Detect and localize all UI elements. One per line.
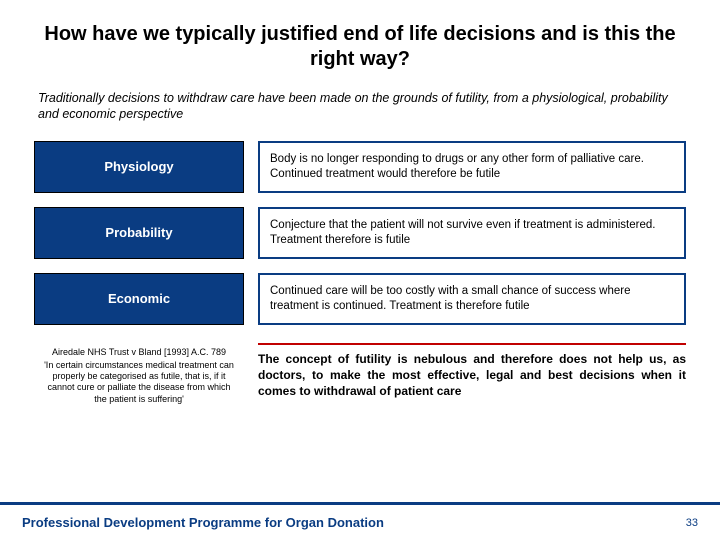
slide: How have we typically justified end of l…: [0, 0, 720, 540]
row-desc-economic: Continued care will be too costly with a…: [258, 273, 686, 325]
slide-title: How have we typically justified end of l…: [34, 22, 686, 72]
citation-box: Airedale NHS Trust v Bland [1993] A.C. 7…: [34, 343, 244, 409]
page-number: 33: [686, 517, 698, 529]
row-label-probability: Probability: [34, 207, 244, 259]
table-row: Probability Conjecture that the patient …: [34, 207, 686, 259]
bottom-row: Airedale NHS Trust v Bland [1993] A.C. 7…: [34, 343, 686, 409]
row-label-physiology: Physiology: [34, 141, 244, 193]
row-desc-probability: Conjecture that the patient will not sur…: [258, 207, 686, 259]
intro-text: Traditionally decisions to withdraw care…: [34, 90, 686, 123]
row-desc-physiology: Body is no longer responding to drugs or…: [258, 141, 686, 193]
row-label-economic: Economic: [34, 273, 244, 325]
table-row: Economic Continued care will be too cost…: [34, 273, 686, 325]
footer-text: Professional Development Programme for O…: [22, 515, 384, 530]
slide-footer: Professional Development Programme for O…: [0, 502, 720, 540]
conclusion-text: The concept of futility is nebulous and …: [258, 343, 686, 409]
perspective-rows: Physiology Body is no longer responding …: [34, 141, 686, 325]
citation-title: Airedale NHS Trust v Bland [1993] A.C. 7…: [40, 347, 238, 358]
citation-body: 'In certain circumstances medical treatm…: [44, 360, 234, 404]
table-row: Physiology Body is no longer responding …: [34, 141, 686, 193]
